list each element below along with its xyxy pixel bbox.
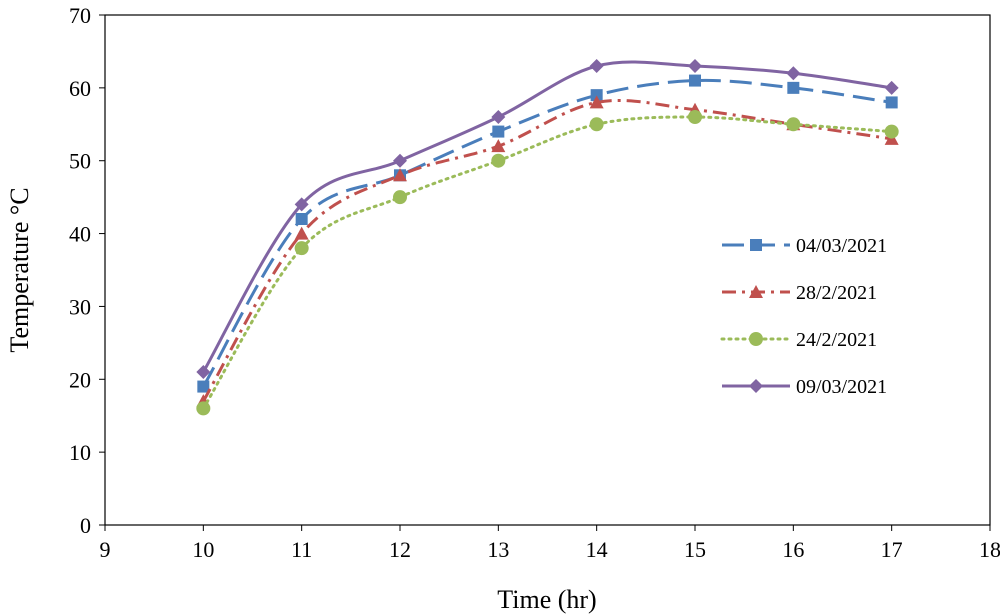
circle-marker <box>749 332 763 346</box>
y-tick-label: 60 <box>69 76 91 101</box>
ticks-layer: 9 10 11 12 13 14 15 16 17 18 0 10 20 30 40 50 60 70 <box>69 3 1000 562</box>
y-tick-label: 10 <box>69 440 91 465</box>
x-tick-label: 18 <box>979 537 1000 562</box>
x-tick-label: 17 <box>881 537 903 562</box>
y-axis-title: Temperature °C <box>5 187 34 352</box>
y-tick-label: 40 <box>69 222 91 247</box>
x-tick-label: 14 <box>586 537 608 562</box>
x-tick-label: 16 <box>782 537 804 562</box>
square-marker <box>590 89 603 102</box>
y-tick-label: 30 <box>69 294 91 319</box>
diamond-marker <box>589 59 604 73</box>
diamond-marker <box>393 153 407 168</box>
square-marker <box>197 380 210 393</box>
x-tick-label: 15 <box>684 537 706 562</box>
series-24-2-2021 <box>196 110 899 416</box>
x-tick-label: 9 <box>100 537 111 562</box>
legend-label: 24/2/2021 <box>796 329 877 351</box>
circle-marker <box>491 153 506 168</box>
diamond-marker <box>196 365 211 379</box>
diamond-marker <box>884 80 899 95</box>
legend-label: 04/03/2021 <box>796 235 887 257</box>
square-marker <box>492 125 505 138</box>
diamond-marker <box>294 197 309 212</box>
triangle-marker <box>393 168 407 182</box>
square-marker <box>295 213 308 225</box>
legend-label: 28/2/2021 <box>796 282 877 304</box>
x-tick-label: 11 <box>291 537 312 562</box>
x-tick-label: 10 <box>192 537 214 562</box>
circle-marker <box>393 190 407 205</box>
circle-marker <box>589 117 604 132</box>
legend-item: 28/2/2021 <box>722 282 877 304</box>
y-tick-label: 20 <box>69 367 91 392</box>
square-marker <box>885 96 898 109</box>
legend: 04/03/2021 28/2/2021 24/2/2021 09/03/2021 <box>720 235 887 398</box>
diamond-marker <box>749 379 763 393</box>
series-line <box>201 115 894 410</box>
legend-item: 24/2/2021 <box>720 329 877 351</box>
y-tick-label: 0 <box>80 513 91 538</box>
series-04-03-2021 <box>197 74 898 393</box>
legend-item: 04/03/2021 <box>722 235 887 257</box>
legend-item: 09/03/2021 <box>722 376 887 398</box>
square-marker <box>750 239 762 251</box>
triangle-marker <box>589 95 604 109</box>
y-tick-label: 50 <box>69 149 91 174</box>
diamond-marker <box>688 59 702 73</box>
triangle-marker <box>294 226 309 240</box>
series-09-03-2021 <box>196 59 899 379</box>
triangle-marker <box>491 139 506 153</box>
circle-marker <box>688 110 702 124</box>
triangle-marker <box>749 285 763 298</box>
square-marker <box>787 81 800 94</box>
y-tick-label: 70 <box>69 3 91 28</box>
legend-label: 09/03/2021 <box>796 376 887 398</box>
series-layer <box>196 59 899 416</box>
circle-marker <box>196 401 211 416</box>
x-axis-title: Time (hr) <box>497 585 596 614</box>
diamond-marker <box>491 110 506 124</box>
diamond-marker <box>786 66 801 81</box>
circle-marker <box>786 117 801 132</box>
plot-frame <box>104 14 991 526</box>
circle-marker <box>294 241 309 256</box>
x-tick-label: 13 <box>487 537 509 562</box>
square-marker <box>689 74 701 87</box>
circle-marker <box>884 124 899 139</box>
x-tick-label: 12 <box>389 537 411 562</box>
